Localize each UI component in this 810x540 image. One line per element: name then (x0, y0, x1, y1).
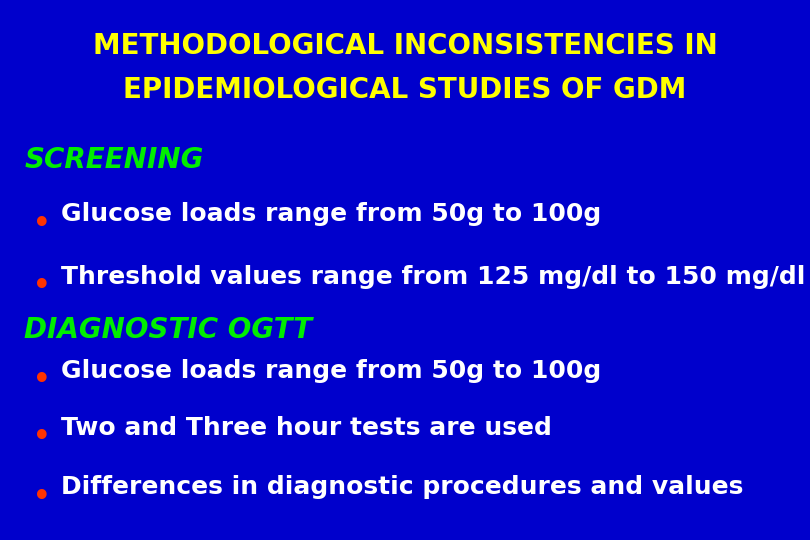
Text: Two and Three hour tests are used: Two and Three hour tests are used (61, 416, 552, 440)
Text: •: • (32, 208, 52, 241)
Text: •: • (32, 364, 52, 397)
Text: DIAGNOSTIC OGTT: DIAGNOSTIC OGTT (24, 316, 313, 344)
Text: Threshold values range from 125 mg/dl to 150 mg/dl: Threshold values range from 125 mg/dl to… (61, 265, 805, 288)
Text: SCREENING: SCREENING (24, 146, 203, 174)
Text: METHODOLOGICAL INCONSISTENCIES IN: METHODOLOGICAL INCONSISTENCIES IN (92, 32, 718, 60)
Text: Glucose loads range from 50g to 100g: Glucose loads range from 50g to 100g (61, 359, 601, 383)
Text: Glucose loads range from 50g to 100g: Glucose loads range from 50g to 100g (61, 202, 601, 226)
Text: •: • (32, 481, 52, 514)
Text: Differences in diagnostic procedures and values: Differences in diagnostic procedures and… (61, 475, 743, 499)
Text: EPIDEMIOLOGICAL STUDIES OF GDM: EPIDEMIOLOGICAL STUDIES OF GDM (123, 76, 687, 104)
Text: •: • (32, 421, 52, 454)
Text: •: • (32, 270, 52, 303)
